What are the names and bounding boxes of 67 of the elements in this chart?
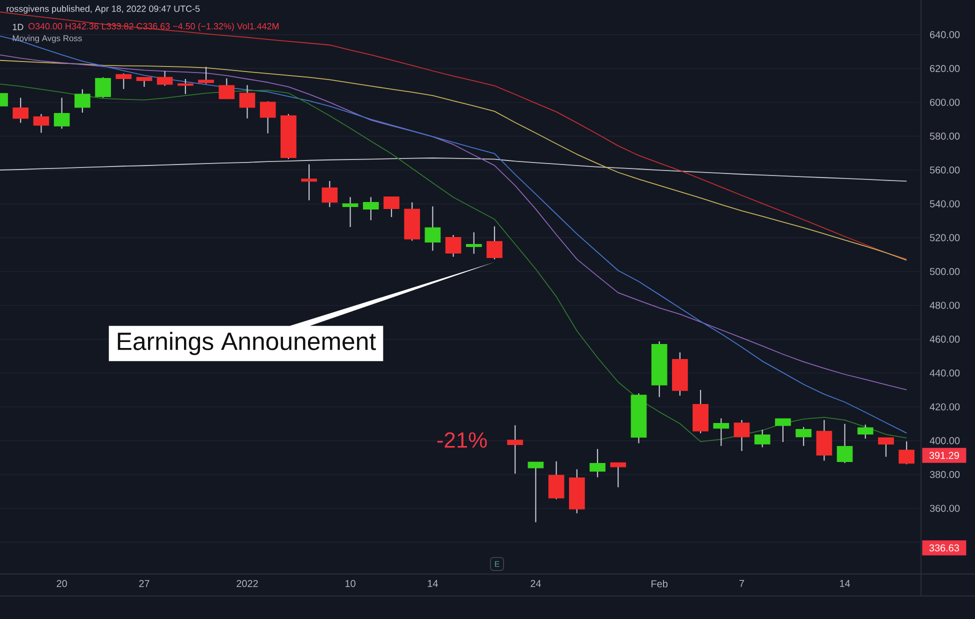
candlestick (384, 196, 400, 218)
y-tick-label: 640.00 (930, 31, 960, 38)
candlestick (754, 429, 770, 448)
y-tick-label: 440.00 (930, 369, 960, 377)
candlestick (528, 461, 544, 523)
y-tick-label: 400.00 (930, 437, 960, 444)
annotation: 336.63 (929, 544, 960, 552)
y-tick-label: 420.00 (930, 403, 960, 410)
candlestick (322, 180, 338, 208)
candlestick (54, 97, 70, 130)
candlestick (836, 423, 853, 464)
candlestick (857, 424, 874, 440)
candlestick (362, 196, 379, 221)
candlestick (218, 78, 235, 100)
candlestick (548, 460, 564, 500)
y-tick-label: 580.00 (930, 132, 960, 140)
candlestick (424, 206, 441, 252)
y-tick-label: 480.00 (930, 302, 960, 309)
candlestick (33, 113, 50, 134)
candlestick (136, 76, 152, 88)
candlestick (116, 72, 132, 90)
x-tick-label: 27 (139, 580, 150, 587)
candlestick (466, 232, 482, 254)
candlestick (878, 437, 894, 458)
x-tick-label: 24 (530, 580, 541, 587)
text: 1D (12, 24, 24, 30)
candlestick (74, 88, 90, 114)
candlestick (12, 97, 29, 124)
candlestick (590, 448, 606, 478)
x-tick-label: 20 (56, 580, 67, 588)
y-tick-label: 540.00 (930, 200, 960, 208)
x-tick-label: 7 (740, 580, 744, 587)
candlestick (734, 420, 750, 452)
candlestick (156, 70, 173, 86)
x-tick-label: 14 (428, 580, 438, 587)
candlestick (178, 78, 194, 95)
candlestick (610, 462, 626, 488)
x-tick-label: Feb (652, 580, 668, 588)
y-tick-label: 500.00 (930, 268, 960, 276)
y-tick-label: 360.00 (930, 504, 960, 512)
y-tick-label: 380.00 (930, 471, 960, 478)
candlestick (239, 84, 256, 119)
y-tick-label: 460.00 (930, 336, 960, 343)
annotation: rossgivens published, Apr 18, 2022 09:47 UTC-5 (6, 5, 200, 14)
candlestick (342, 196, 358, 228)
y-tick-label: 560.00 (930, 166, 960, 174)
annotation: 391.29 (929, 452, 959, 459)
candlestick (95, 76, 111, 98)
candlestick (301, 164, 317, 201)
x-tick-label: 2022 (236, 580, 258, 588)
candlestick (796, 426, 812, 446)
candlestick (445, 234, 462, 258)
x-tick-label: 14 (840, 580, 850, 587)
annotation: Earnings Announement (118, 332, 376, 356)
candlestick (507, 424, 524, 474)
candlestick (713, 418, 730, 446)
annotation: Moving Avgs Ross (12, 35, 82, 43)
x-tick-label: 10 (346, 580, 356, 588)
candlestick (260, 100, 276, 134)
candlestick (898, 440, 915, 465)
candlestick (486, 226, 502, 260)
y-tick-label: 600.00 (930, 98, 960, 106)
y-tick-label: 620.00 (930, 64, 960, 72)
candlestick (198, 66, 214, 84)
candlestick (775, 418, 791, 443)
annotation: -21% (437, 432, 487, 448)
y-tick-label: 520.00 (930, 234, 960, 242)
